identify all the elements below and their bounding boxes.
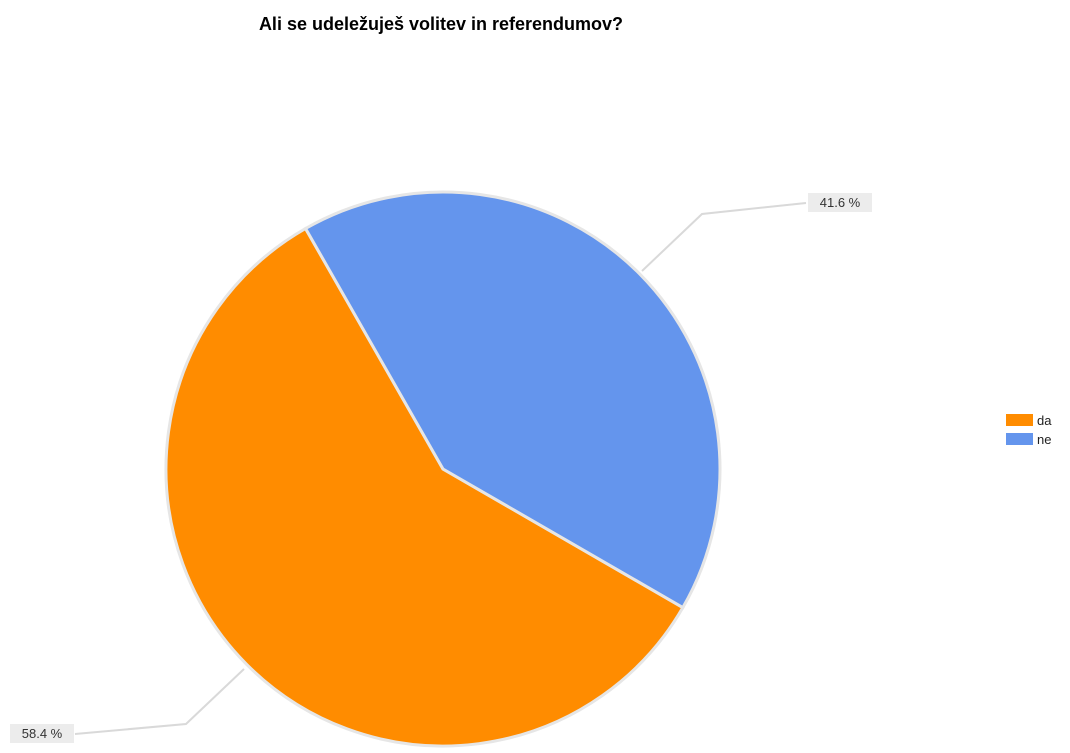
legend: da ne [1006,413,1052,447]
legend-item-ne: ne [1006,432,1051,447]
legend-swatch-da [1006,414,1033,426]
leader-lines [74,202,807,735]
pie-slice-da [164,226,685,748]
data-label-box-da [10,724,74,743]
legend-label-ne: ne [1037,432,1051,447]
legend-label-da: da [1037,413,1052,428]
leader-line-ne [641,202,807,272]
data-label-ne: 41.6 % [808,193,872,212]
data-labels: 58.4 % 41.6 % [10,193,872,743]
legend-swatch-ne [1006,433,1033,445]
data-label-box-ne [808,193,872,212]
pie-slice-ne [303,190,722,610]
data-label-da: 58.4 % [10,724,74,743]
pie-slices [164,190,722,748]
data-label-text-ne: 41.6 % [820,195,861,210]
leader-line-da [74,668,245,735]
chart-title: Ali se udeležuješ volitev in referendumo… [259,14,623,34]
legend-item-da: da [1006,413,1052,428]
data-label-text-da: 58.4 % [22,726,63,741]
